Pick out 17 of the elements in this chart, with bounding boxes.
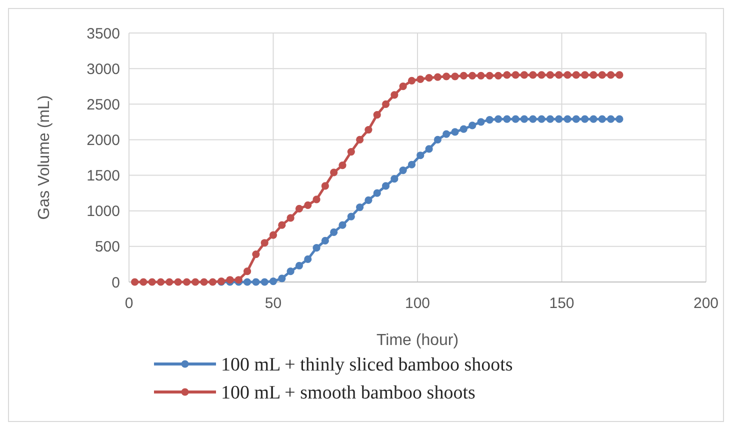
legend-label: 100 mL + smooth bamboo shoots <box>221 382 476 404</box>
x-axis-title: Time (hour) <box>376 332 459 349</box>
legend-label: 100 mL + thinly sliced bamboo shoots <box>221 354 513 376</box>
x-tick-label: 100 <box>404 295 430 312</box>
y-tick-label: 1000 <box>86 203 120 220</box>
y-tick-label: 2000 <box>86 132 120 149</box>
y-tick-label: 3500 <box>86 25 120 42</box>
y-tick-label: 1500 <box>86 168 120 185</box>
x-tick-label: 200 <box>693 295 719 312</box>
x-tick-label: 50 <box>264 295 282 312</box>
y-tick-label: 0 <box>112 274 120 292</box>
y-tick-label: 2500 <box>86 96 120 114</box>
x-tick-label: 150 <box>549 295 574 312</box>
y-axis-title: Gas Volume (mL) <box>36 95 53 220</box>
y-tick-label: 500 <box>94 238 120 256</box>
x-tick-label: 0 <box>124 295 134 312</box>
y-tick-label: 3000 <box>86 60 120 78</box>
